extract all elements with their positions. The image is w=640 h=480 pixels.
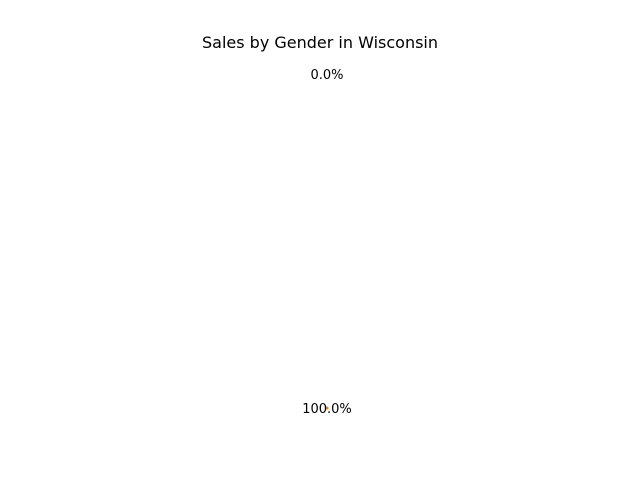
pie-slice-1 xyxy=(325,406,329,410)
chart-title: Sales by Gender in Wisconsin xyxy=(202,33,438,52)
pie-slice-label-1: 100.0% xyxy=(302,402,352,417)
pie-labels: 0.0% 100.0% xyxy=(302,68,352,417)
pie-slice-label-0: 0.0% xyxy=(310,68,343,83)
pie-slices xyxy=(325,406,329,410)
